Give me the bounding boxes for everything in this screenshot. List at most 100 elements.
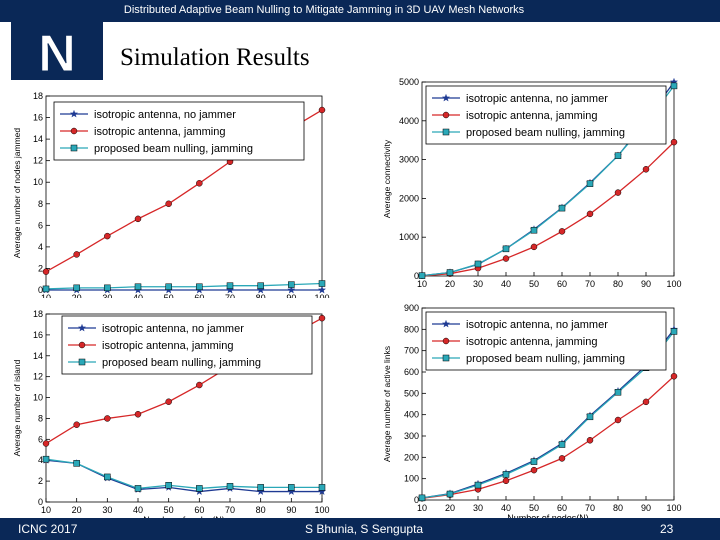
chart-connectivity: 0 1000 2000 3000 4000 5000 10 20 30 40 50 60 70 80 90 1…: [380, 70, 684, 298]
data-point: [165, 398, 172, 405]
data-point: [530, 226, 538, 234]
legend-label: isotropic antenna, jamming: [466, 110, 597, 122]
series-line: [421, 331, 675, 499]
data-point: [614, 416, 622, 424]
data-point: [586, 210, 594, 218]
data-point: [318, 280, 326, 287]
x-tick-label: 70: [585, 503, 595, 513]
legend-label: isotropic antenna, no jammer: [466, 319, 608, 331]
data-point: [418, 272, 426, 279]
series-line: [421, 328, 675, 499]
y-tick-label: 4: [38, 455, 43, 465]
data-point: [318, 484, 326, 491]
data-point: [165, 200, 172, 208]
data-point: [288, 281, 295, 288]
legend-box: [425, 311, 667, 371]
data-point: [446, 490, 454, 498]
data-point: [474, 260, 482, 268]
y-tick-label: 200: [404, 452, 419, 462]
y-tick-label: 2000: [399, 193, 419, 203]
data-point: [73, 421, 80, 428]
y-tick-label: 18: [33, 91, 43, 101]
y-tick-label: 8: [38, 199, 43, 209]
y-tick-label: 6: [38, 220, 43, 230]
x-tick-label: 50: [529, 503, 539, 513]
x-tick-label: 90: [641, 279, 651, 289]
footer-authors: S Bhunia, S Sengupta: [305, 522, 424, 536]
data-point: [104, 232, 111, 240]
legend-label: proposed beam nulling, jamming: [466, 127, 625, 139]
x-tick-label: 20: [72, 293, 82, 298]
x-tick-label: 10: [417, 279, 427, 289]
data-point: [502, 477, 510, 485]
y-tick-label: 2: [38, 476, 43, 486]
legend-marker: [442, 111, 450, 119]
y-tick-label: 4: [38, 242, 43, 252]
legend-box: [61, 315, 313, 375]
data-point: [42, 268, 50, 275]
data-point: [642, 166, 650, 173]
legend-label: proposed beam nulling, jamming: [94, 143, 253, 155]
data-point: [104, 415, 111, 422]
x-tick-label: 10: [41, 293, 51, 298]
y-tick-label: 14: [33, 134, 43, 144]
data-point: [42, 285, 50, 293]
data-point: [530, 458, 538, 465]
data-point: [558, 455, 566, 462]
series-line: [421, 141, 675, 277]
legend-label: isotropic antenna, no jammer: [466, 93, 608, 105]
data-point: [196, 485, 203, 492]
x-tick-label: 50: [529, 279, 539, 289]
y-tick-label: 10: [33, 393, 43, 403]
data-point: [42, 455, 50, 463]
data-point: [73, 460, 80, 467]
x-tick-label: 30: [102, 505, 112, 515]
plot-frame: [421, 81, 675, 277]
footer-bar: [0, 518, 720, 540]
data-point: [226, 483, 234, 490]
x-tick-label: 20: [445, 279, 455, 289]
data-point: [558, 441, 566, 448]
data-point: [134, 485, 142, 492]
y-axis-label: Average connectivity: [382, 139, 392, 218]
legend-marker: [70, 127, 78, 135]
data-point: [670, 138, 678, 146]
data-point: [614, 152, 622, 159]
y-tick-label: 1000: [399, 232, 419, 242]
plot-frame: [421, 307, 675, 501]
legend-box: [425, 85, 667, 145]
x-tick-label: 50: [164, 293, 174, 298]
legend-marker: [69, 109, 79, 118]
data-point: [42, 440, 50, 447]
x-tick-label: 40: [501, 279, 511, 289]
legend-label: isotropic antenna, jamming: [466, 336, 597, 348]
y-tick-label: 300: [404, 431, 419, 441]
legend-marker: [442, 354, 450, 362]
x-tick-label: 70: [585, 279, 595, 289]
legend-marker: [70, 144, 78, 152]
legend-marker: [78, 341, 86, 349]
data-point: [502, 245, 510, 253]
data-point: [196, 283, 203, 291]
university-logo: N: [11, 22, 103, 84]
data-point: [134, 215, 142, 223]
y-tick-label: 600: [404, 367, 419, 377]
series-line: [45, 282, 323, 290]
y-tick-label: 2: [38, 263, 43, 273]
x-tick-label: 60: [557, 503, 567, 513]
legend-label: proposed beam nulling, jamming: [102, 357, 261, 369]
data-point: [586, 413, 594, 421]
legend-box: [53, 101, 305, 161]
legend-label: proposed beam nulling, jamming: [466, 353, 625, 365]
x-tick-label: 100: [314, 293, 329, 298]
y-tick-label: 16: [33, 330, 43, 340]
data-point: [614, 389, 622, 396]
x-tick-label: 100: [314, 505, 329, 515]
x-tick-label: 80: [256, 293, 266, 298]
plot-frame: [45, 313, 323, 503]
data-point: [418, 494, 426, 502]
y-tick-label: 4000: [399, 116, 419, 126]
x-tick-label: 100: [666, 279, 681, 289]
y-tick-label: 8: [38, 413, 43, 423]
data-point: [165, 283, 172, 291]
